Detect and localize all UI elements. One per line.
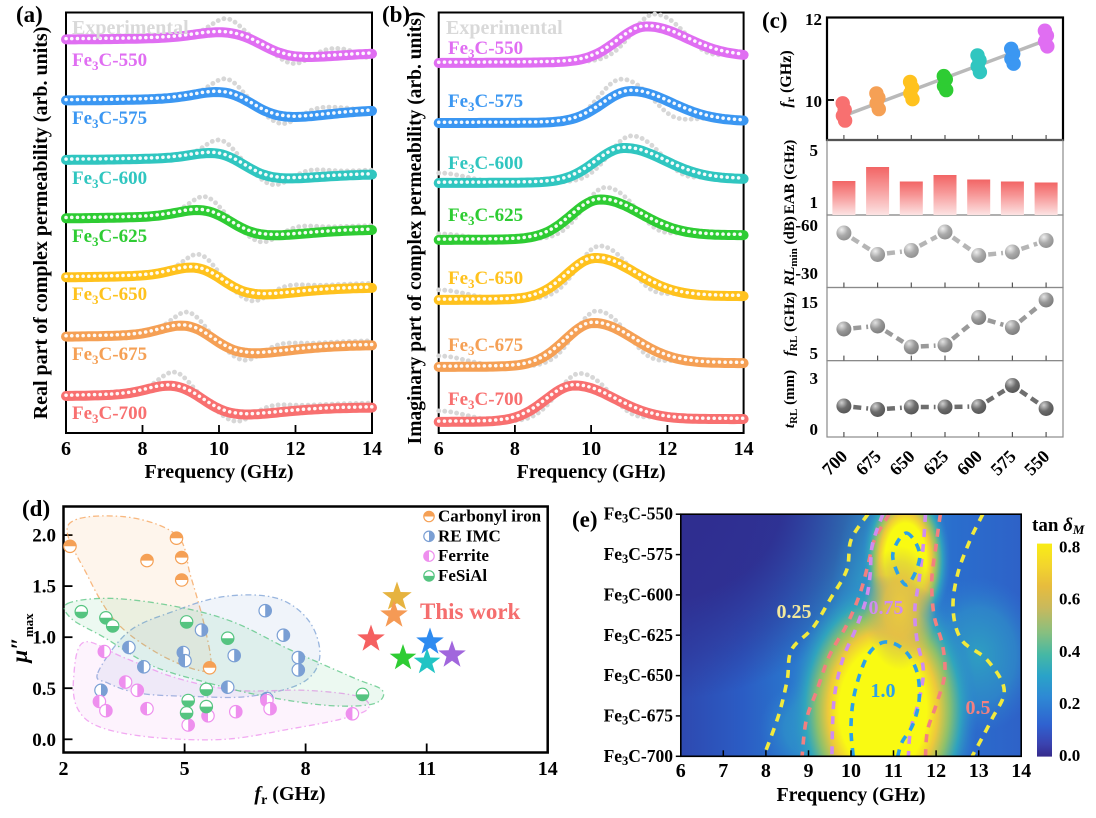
svg-text:(b): (b) bbox=[382, 2, 410, 27]
svg-text:1.0: 1.0 bbox=[871, 680, 896, 702]
svg-text:0.0: 0.0 bbox=[1059, 746, 1080, 765]
svg-text:11: 11 bbox=[884, 760, 903, 782]
svg-text:6: 6 bbox=[61, 438, 71, 460]
svg-text:Ferrite: Ferrite bbox=[438, 546, 489, 565]
svg-text:8: 8 bbox=[301, 758, 311, 780]
svg-text:Fe3C-575: Fe3C-575 bbox=[72, 108, 147, 131]
svg-text:Fe3C-650: Fe3C-650 bbox=[448, 268, 523, 291]
svg-text:Fe3C-550: Fe3C-550 bbox=[604, 504, 674, 526]
svg-text:9: 9 bbox=[804, 760, 814, 782]
svg-text:1: 1 bbox=[810, 193, 819, 212]
svg-text:Frequency (GHz): Frequency (GHz) bbox=[144, 461, 293, 483]
svg-text:Fe3C-700: Fe3C-700 bbox=[72, 403, 147, 426]
svg-text:(d): (d) bbox=[22, 496, 50, 521]
svg-text:Fe3C-700: Fe3C-700 bbox=[604, 746, 674, 768]
svg-text:14: 14 bbox=[538, 758, 558, 780]
svg-text:(c): (c) bbox=[762, 8, 788, 33]
svg-text:Carbonyl iron: Carbonyl iron bbox=[438, 507, 542, 526]
svg-text:Fe3C-625: Fe3C-625 bbox=[448, 205, 523, 228]
svg-text:Fe3C-650: Fe3C-650 bbox=[604, 665, 674, 687]
svg-text:14: 14 bbox=[362, 438, 382, 460]
svg-text:FeSiAl: FeSiAl bbox=[438, 566, 487, 585]
svg-text:Fe3C-575: Fe3C-575 bbox=[448, 91, 523, 114]
svg-text:This work: This work bbox=[420, 599, 521, 624]
svg-text:12: 12 bbox=[286, 438, 306, 460]
svg-text:0.5: 0.5 bbox=[32, 679, 56, 700]
svg-text:Fe3C-600: Fe3C-600 bbox=[448, 153, 523, 176]
svg-text:0.8: 0.8 bbox=[1059, 538, 1080, 557]
svg-text:0.25: 0.25 bbox=[777, 601, 812, 623]
svg-text:6: 6 bbox=[434, 438, 444, 460]
svg-text:7: 7 bbox=[718, 760, 728, 782]
svg-text:0.4: 0.4 bbox=[1059, 642, 1081, 661]
svg-text:EAB (GHz): EAB (GHz) bbox=[782, 140, 798, 215]
svg-text:12: 12 bbox=[926, 760, 946, 782]
svg-text:Fe3C-675: Fe3C-675 bbox=[448, 335, 523, 358]
svg-text:0.0: 0.0 bbox=[32, 730, 56, 751]
svg-text:0.6: 0.6 bbox=[1059, 590, 1080, 609]
svg-text:5: 5 bbox=[810, 344, 819, 363]
svg-text:Fe3C-650: Fe3C-650 bbox=[72, 284, 147, 307]
svg-text:Experimental: Experimental bbox=[446, 17, 563, 39]
svg-text:Fe3C-675: Fe3C-675 bbox=[604, 705, 674, 727]
svg-text:(a): (a) bbox=[16, 2, 43, 27]
svg-text:5: 5 bbox=[180, 758, 190, 780]
svg-text:8: 8 bbox=[138, 438, 148, 460]
svg-text:Fe3C-600: Fe3C-600 bbox=[72, 168, 147, 191]
svg-text:-60: -60 bbox=[795, 216, 818, 235]
svg-text:Fe3C-575: Fe3C-575 bbox=[604, 544, 674, 566]
svg-text:0.5: 0.5 bbox=[966, 697, 991, 719]
svg-text:Fe3C-600: Fe3C-600 bbox=[604, 584, 674, 606]
svg-text:Real part of complex permeabil: Real part of complex permeability (arb. … bbox=[30, 27, 52, 420]
svg-text:12: 12 bbox=[805, 10, 822, 29]
svg-text:14: 14 bbox=[734, 438, 754, 460]
svg-text:Fe3C-625: Fe3C-625 bbox=[604, 625, 674, 647]
svg-text:8: 8 bbox=[761, 760, 771, 782]
svg-text:10: 10 bbox=[581, 438, 601, 460]
svg-text:Fe3C-675: Fe3C-675 bbox=[72, 344, 147, 367]
svg-text:Imaginary part of complex perm: Imaginary part of complex permeability (… bbox=[405, 12, 426, 445]
svg-text:8: 8 bbox=[510, 438, 520, 460]
svg-text:13: 13 bbox=[969, 760, 989, 782]
svg-text:Experimental: Experimental bbox=[72, 17, 189, 39]
svg-text:2.0: 2.0 bbox=[32, 526, 56, 547]
svg-text:Fe3C-550: Fe3C-550 bbox=[72, 50, 147, 73]
svg-text:11: 11 bbox=[417, 758, 436, 780]
svg-text:0.2: 0.2 bbox=[1059, 694, 1080, 713]
svg-text:0: 0 bbox=[810, 420, 819, 439]
svg-text:Frequency (GHz): Frequency (GHz) bbox=[776, 784, 925, 806]
svg-text:14: 14 bbox=[1011, 760, 1031, 782]
svg-text:10: 10 bbox=[805, 92, 822, 111]
svg-text:10: 10 bbox=[841, 760, 861, 782]
svg-text:2: 2 bbox=[59, 758, 69, 780]
svg-text:Fe3C-625: Fe3C-625 bbox=[72, 226, 147, 249]
svg-text:1.5: 1.5 bbox=[32, 577, 56, 598]
svg-text:Frequency (GHz): Frequency (GHz) bbox=[517, 461, 666, 483]
svg-text:RE IMC: RE IMC bbox=[438, 526, 501, 545]
svg-text:Fe3C-700: Fe3C-700 bbox=[448, 389, 523, 412]
svg-text:10: 10 bbox=[209, 438, 229, 460]
svg-text:12: 12 bbox=[657, 438, 677, 460]
svg-text:5: 5 bbox=[810, 141, 819, 160]
svg-text:Fe3C-550: Fe3C-550 bbox=[448, 38, 523, 61]
svg-text:6: 6 bbox=[676, 760, 686, 782]
svg-text:0.75: 0.75 bbox=[869, 597, 904, 619]
svg-text:(e): (e) bbox=[572, 507, 598, 532]
svg-text:3: 3 bbox=[810, 369, 819, 388]
svg-text:15: 15 bbox=[801, 293, 818, 312]
